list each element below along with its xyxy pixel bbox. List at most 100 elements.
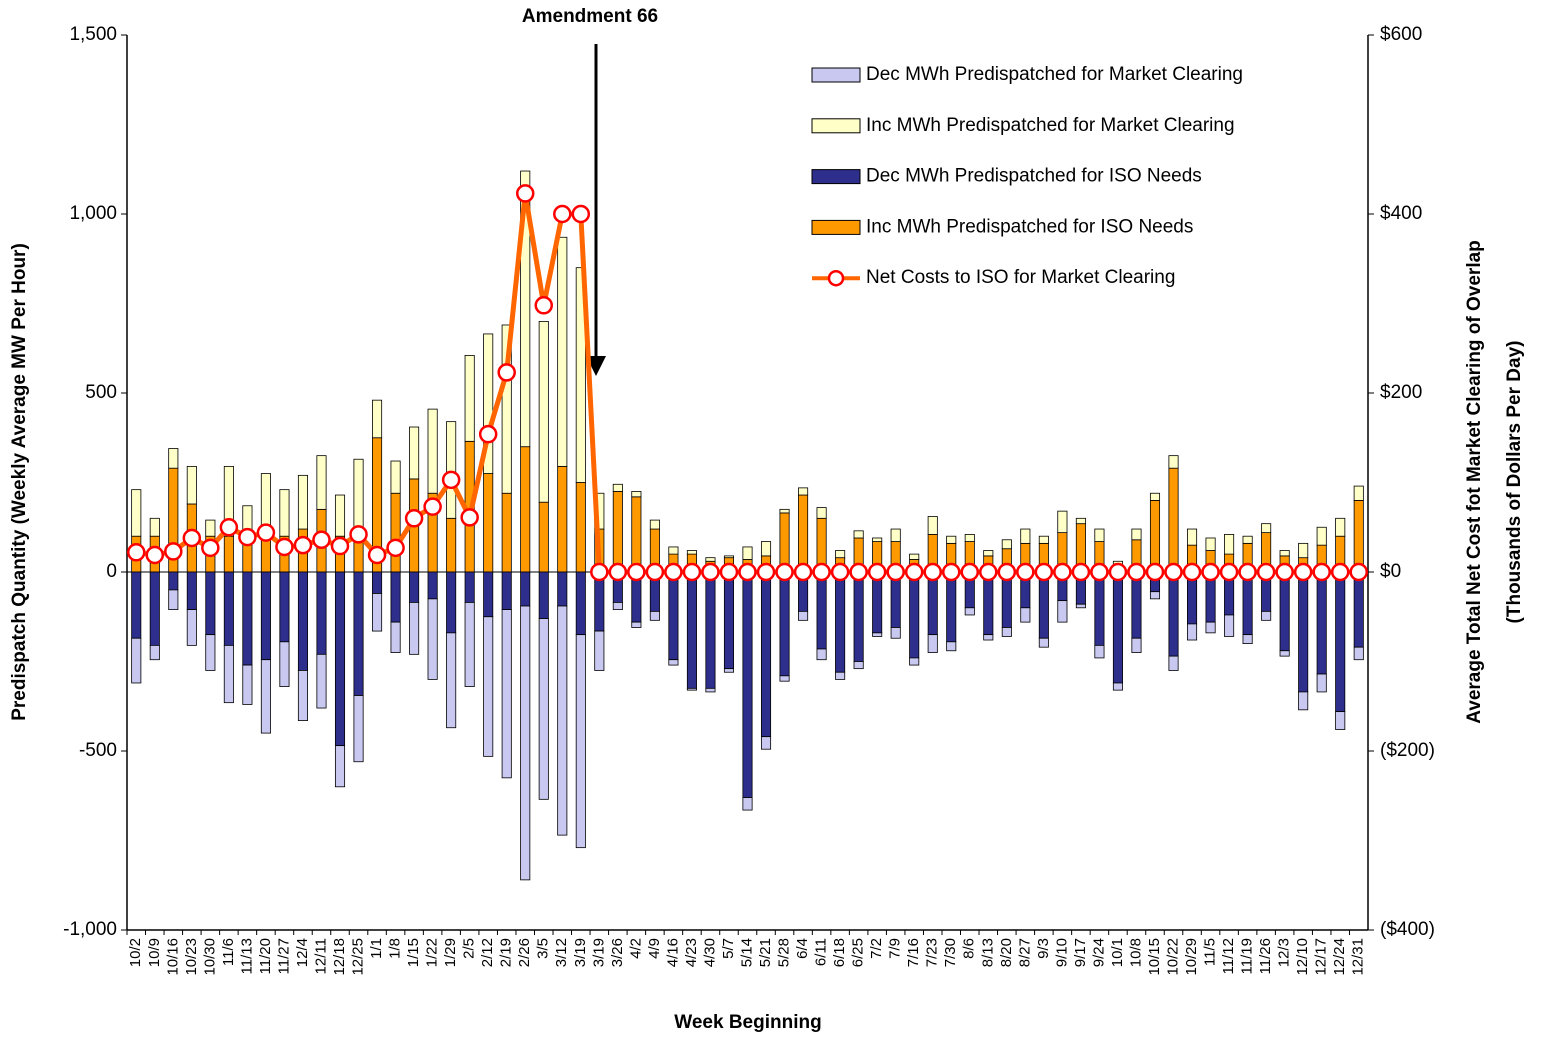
x-tick-label: 11/5 [1202, 938, 1219, 966]
marker [1164, 562, 1183, 582]
bar [242, 571, 253, 666]
bar [872, 632, 883, 637]
bar [779, 571, 790, 677]
bar [649, 519, 660, 530]
bar [1261, 523, 1272, 534]
x-tick-label: 2/5 [461, 938, 478, 959]
x-tick-label: 5/7 [720, 938, 737, 959]
marker [1293, 562, 1313, 582]
bar [1187, 528, 1198, 546]
bar [742, 797, 753, 811]
marker [330, 536, 350, 556]
x-tick-label: 1/22 [424, 938, 441, 967]
x-tick-label: 3/12 [553, 938, 570, 967]
marker [367, 545, 387, 565]
marker [1238, 562, 1257, 582]
bar [186, 571, 197, 610]
bar [1094, 571, 1105, 646]
marker [293, 535, 313, 555]
bar [279, 489, 290, 537]
bar [723, 668, 735, 673]
bar [779, 675, 790, 682]
marker [1071, 562, 1091, 582]
bar [853, 661, 864, 670]
marker [923, 562, 942, 582]
marker [441, 470, 461, 490]
bar [297, 571, 308, 671]
y2-axis-title: Average Total Net Cost fot Market Cleari… [1464, 240, 1485, 724]
marker [478, 424, 498, 444]
bar [927, 571, 938, 636]
bar [520, 605, 531, 881]
x-tick-label: 3/5 [535, 938, 552, 959]
bar [816, 648, 827, 661]
x-tick-label: 10/30 [201, 938, 218, 976]
bar [853, 530, 864, 539]
marker [867, 562, 887, 582]
bar [853, 571, 864, 662]
bar [409, 571, 420, 603]
x-tick-label: 12/31 [1350, 938, 1367, 976]
marker [682, 562, 702, 582]
bar [909, 657, 920, 666]
bar [464, 355, 475, 442]
bar [1075, 603, 1086, 609]
bar [1057, 510, 1068, 534]
marker [164, 542, 183, 561]
marker [219, 518, 239, 537]
bar [1187, 623, 1198, 641]
bar [835, 571, 846, 673]
bar [964, 607, 975, 616]
legend-swatch [811, 67, 861, 83]
x-tick-label: 7/30 [942, 938, 959, 967]
x-tick-label: 5/21 [757, 938, 774, 967]
x-tick-label: 3/19 [590, 938, 607, 967]
bar [1316, 673, 1327, 693]
x-tick-label: 6/11 [813, 938, 830, 966]
x-tick-label: 9/24 [1090, 938, 1107, 967]
bar [575, 634, 586, 849]
bar [1001, 627, 1012, 637]
bar [427, 598, 438, 680]
bar [168, 571, 179, 591]
bar [538, 501, 549, 573]
bar [816, 571, 827, 650]
bar [427, 408, 438, 494]
bar [557, 571, 568, 607]
x-tick-label: 4/2 [627, 938, 644, 959]
bar [1038, 571, 1049, 639]
bar [223, 644, 234, 704]
marker [960, 562, 980, 582]
marker [590, 562, 609, 582]
y-tick-label: -500 [79, 740, 117, 761]
x-tick-label: 6/25 [850, 938, 867, 967]
bar [390, 621, 401, 653]
x-tick-label: 12/17 [1313, 938, 1330, 976]
x-tick-label: 10/15 [1146, 938, 1163, 976]
bar [1242, 535, 1253, 544]
bar [612, 483, 623, 492]
marker [886, 562, 905, 582]
marker [515, 184, 535, 203]
marker [645, 562, 665, 582]
bar [446, 632, 457, 729]
bar [186, 609, 197, 646]
x-tick-label: 12/25 [349, 938, 366, 976]
bar [483, 616, 494, 757]
marker [182, 528, 202, 548]
bar [353, 695, 364, 763]
bar [649, 610, 660, 621]
y-axis-title: Predispatch Quantity (Weekly Average MW … [9, 243, 30, 721]
marker [997, 562, 1017, 582]
bar [260, 571, 271, 661]
bar [149, 571, 160, 646]
x-tick-label: 10/16 [164, 938, 181, 976]
y-tick-label: 1,500 [69, 24, 117, 45]
bar [890, 627, 901, 639]
bar [760, 571, 772, 738]
y2-tick-label: $0 [1380, 561, 1401, 582]
bar [723, 571, 735, 670]
x-tick-label: 9/3 [1035, 938, 1052, 959]
y2-tick-label: ($200) [1380, 740, 1435, 761]
